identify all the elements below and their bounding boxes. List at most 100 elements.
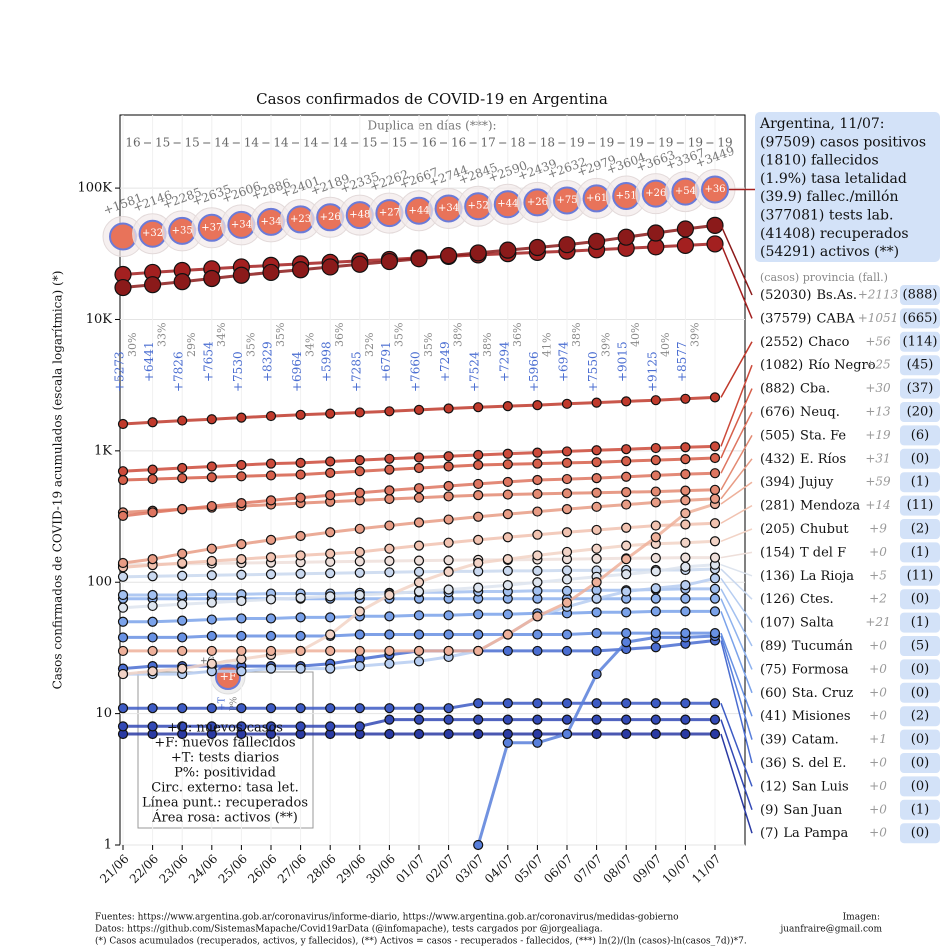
- new-deaths-label: +26: [645, 188, 666, 199]
- panel-row: (41) Misiones: [760, 709, 851, 724]
- new-deaths-label: +27: [379, 208, 400, 219]
- doubling-day: 19: [688, 136, 703, 150]
- province-point: [265, 645, 277, 657]
- panel-new: +0: [869, 662, 887, 676]
- province-point: [502, 580, 513, 591]
- panel-row: (75) Formosa: [760, 662, 849, 677]
- province-point: [561, 629, 573, 640]
- tests-label: +7285: [349, 351, 363, 392]
- x-tick-label: 23/06: [156, 852, 190, 886]
- positivity-label: 29%: [185, 333, 198, 357]
- doubling-title: Duplica en días (***):: [367, 119, 496, 133]
- province-point: [650, 566, 661, 577]
- province-point: [443, 451, 454, 462]
- province-point: [354, 546, 365, 558]
- province-point: [473, 698, 484, 709]
- new-deaths-label: +26: [320, 212, 341, 223]
- panel-cases: (60): [760, 685, 787, 700]
- province-point: [384, 555, 395, 567]
- panel-deaths-bg: [900, 519, 940, 539]
- province-point: [413, 703, 425, 714]
- province-point: [321, 258, 339, 276]
- province-point: [532, 698, 543, 709]
- province-point: [325, 490, 336, 501]
- province-point: [502, 728, 513, 740]
- province-point: [354, 645, 365, 657]
- doubling-day: 15: [392, 136, 407, 150]
- province-point: [384, 714, 395, 725]
- x-tick-label: 05/07: [512, 852, 546, 886]
- connector: [720, 588, 753, 647]
- panel-row: (37579) CABA: [760, 311, 855, 326]
- panel-cases: (882): [760, 381, 795, 396]
- province-point: [295, 645, 306, 657]
- credit: juanfraire@gmail.com: [779, 925, 882, 935]
- legend-entry: Mendoza: [800, 498, 860, 513]
- connector: [720, 635, 753, 740]
- connector: [720, 458, 753, 500]
- province-point: [236, 595, 247, 607]
- panel-deaths: (2): [911, 709, 929, 724]
- legend-entry: Catam.: [792, 732, 839, 747]
- province-point: [236, 721, 247, 732]
- x-tick-label: 06/07: [541, 852, 575, 886]
- province-point: [236, 539, 247, 550]
- province-point: [354, 567, 365, 578]
- footer-line: Datos: https://github.com/SistemasMapach…: [95, 924, 603, 935]
- panel-row: (126) Ctes.: [760, 592, 834, 607]
- panel-deaths-bg: [900, 799, 940, 820]
- province-point: [443, 537, 454, 548]
- panel-cases: (89): [760, 639, 787, 654]
- province-point: [443, 403, 454, 414]
- province-point: [384, 453, 395, 464]
- summary-line: (377081) tests lab.: [760, 208, 893, 224]
- panel-deaths-bg: [900, 355, 940, 376]
- province-point: [709, 552, 721, 563]
- panel-deaths: (5): [911, 639, 929, 654]
- province-point: [680, 454, 691, 465]
- province-point: [413, 517, 425, 528]
- province-point: [354, 721, 365, 732]
- province-point: [473, 459, 484, 471]
- connector: [720, 364, 753, 447]
- province-point: [502, 737, 513, 748]
- province-point: [473, 609, 484, 620]
- panel-row: (1082) Río Negro: [760, 358, 876, 373]
- province-point: [621, 444, 632, 455]
- province-point: [709, 493, 721, 504]
- province-point: [384, 493, 395, 505]
- province-point: [473, 557, 484, 569]
- panel-row: (52030) Bs.As.: [760, 288, 857, 303]
- panel-deaths-bg: [900, 402, 940, 422]
- province-point: [502, 476, 513, 488]
- panel-row: (432) E. Ríos: [760, 451, 846, 466]
- legend-text: +C: nuevos casos: [167, 721, 283, 736]
- province-point: [384, 485, 395, 496]
- province-point: [502, 714, 513, 725]
- province-point: [265, 663, 277, 674]
- panel-row: (36) S. del E.: [760, 756, 846, 771]
- province-point: [351, 255, 369, 273]
- province-point: [325, 456, 336, 467]
- panel-row: (505) Sta. Fe: [760, 428, 846, 443]
- x-tick-label: 09/07: [630, 852, 664, 886]
- doubling-day: 19: [599, 136, 614, 150]
- panel-new: +2: [869, 592, 887, 606]
- province-point: [384, 703, 395, 714]
- x-tick-label: 02/07: [423, 852, 457, 886]
- province-point: [621, 522, 632, 533]
- x-tick-label: 11/07: [689, 852, 723, 886]
- province-point: [709, 593, 721, 604]
- province-point: [354, 487, 365, 498]
- panel-cases: (37579): [760, 311, 812, 326]
- panel-cases: (394): [760, 475, 795, 490]
- panel-deaths-bg: [900, 659, 940, 680]
- province-point: [265, 552, 277, 563]
- province-point: [591, 645, 602, 657]
- province-point: [561, 488, 573, 499]
- province-point: [532, 447, 543, 458]
- province-point: [265, 721, 277, 732]
- province-point: [384, 611, 395, 622]
- legend-entry: San Juan: [783, 802, 842, 817]
- province-point: [647, 224, 665, 242]
